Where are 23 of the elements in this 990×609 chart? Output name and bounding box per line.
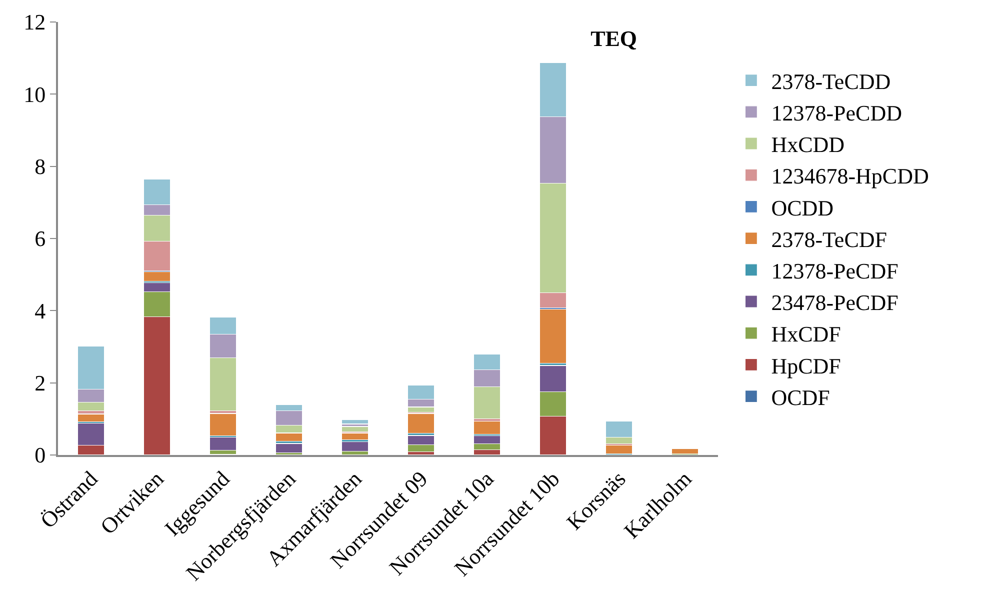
bar	[342, 419, 368, 424]
legend-label: HxCDD	[771, 132, 845, 158]
legend-label: 2378-TeCDD	[771, 68, 891, 94]
bar	[672, 448, 698, 454]
legend-label: 2378-TeCDF	[771, 226, 887, 252]
legend-label: HxCDF	[771, 322, 841, 347]
chart-title: TEQ	[590, 26, 638, 51]
legend-label: 23478-PeCDF	[771, 290, 898, 316]
y-tick-label: 8	[34, 154, 46, 180]
legend-label: 12378-PeCDD	[771, 100, 902, 126]
legend-label: HpCDF	[771, 353, 841, 378]
legend-label: OCDF	[771, 384, 830, 410]
y-tick-label: 4	[34, 298, 46, 324]
y-tick-label: 10	[24, 82, 46, 107]
legend-label: OCDD	[771, 195, 834, 220]
bar	[342, 441, 368, 452]
y-tick-label: 0	[34, 442, 46, 468]
y-tick-label: 2	[34, 370, 46, 396]
y-tick-label: 12	[24, 10, 46, 35]
y-tick-label: 6	[34, 226, 46, 252]
legend-label: 1234678-HpCDD	[771, 164, 929, 189]
legend-label: 12378-PeCDF	[771, 258, 898, 284]
bar	[276, 443, 302, 454]
